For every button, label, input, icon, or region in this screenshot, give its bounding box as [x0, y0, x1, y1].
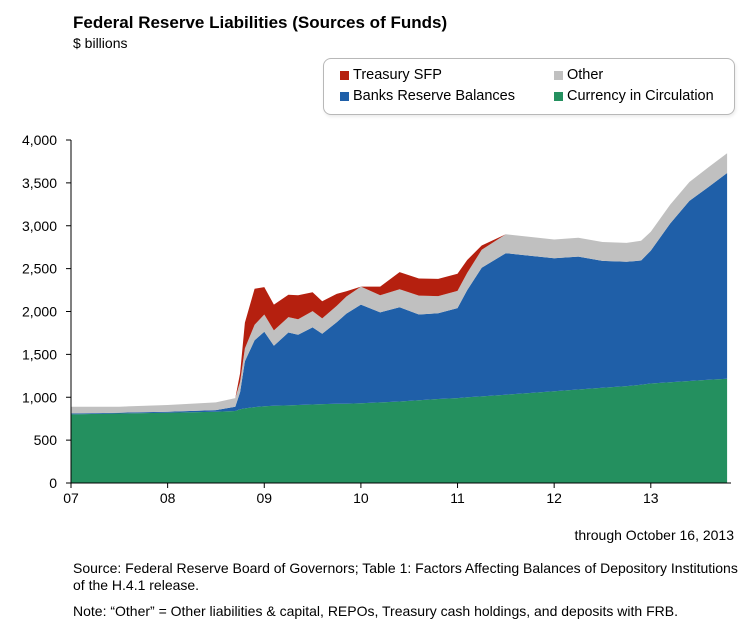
legend-label-banks-reserve: Banks Reserve Balances — [353, 88, 515, 104]
area-currency-in-circulation — [71, 378, 728, 483]
chart-title: Federal Reserve Liabilities (Sources of … — [73, 13, 448, 32]
y-tick-label: 1,500 — [22, 346, 57, 362]
x-tick-label: 09 — [256, 490, 272, 506]
legend-item-banks-reserve: Banks Reserve Balances — [340, 88, 515, 104]
legend-label-currency: Currency in Circulation — [567, 88, 714, 104]
y-tick-label: 2,500 — [22, 261, 57, 277]
legend-label-other: Other — [567, 67, 604, 83]
x-tick-label: 13 — [643, 490, 659, 506]
y-tick-label: 3,500 — [22, 175, 57, 191]
y-tick-label: 1,000 — [22, 389, 57, 405]
chart-subtitle: $ billions — [73, 35, 128, 51]
y-tick-label: 0 — [49, 475, 57, 491]
legend-item-treasury-sfp: Treasury SFP — [340, 67, 442, 83]
through-date-note: through October 16, 2013 — [574, 527, 734, 543]
y-tick-label: 3,000 — [22, 218, 57, 234]
y-tick-label: 500 — [34, 432, 58, 448]
legend-item-other: Other — [554, 67, 603, 83]
area-banks-reserve-balances — [71, 173, 728, 415]
footnote: Note: “Other” = Other liabilities & capi… — [73, 603, 678, 619]
x-tick-label: 11 — [450, 490, 465, 506]
x-tick-label: 12 — [546, 490, 562, 506]
x-tick-label: 07 — [63, 490, 79, 506]
legend-swatch-treasury-sfp — [340, 70, 349, 80]
legend-swatch-currency — [554, 91, 563, 101]
legend-item-currency: Currency in Circulation — [554, 88, 714, 104]
x-tick-label: 08 — [160, 490, 176, 506]
y-tick-label: 2,000 — [22, 304, 57, 320]
source-note: Source: Federal Reserve Board of Governo… — [73, 560, 738, 593]
legend-label-treasury-sfp: Treasury SFP — [353, 67, 442, 83]
area-treasury-sfp — [71, 153, 728, 407]
legend-swatch-other — [554, 70, 563, 80]
legend-swatch-banks-reserve — [340, 91, 349, 101]
x-tick-label: 10 — [353, 490, 369, 506]
legend: Treasury SFP Other Banks Reserve Balance… — [323, 58, 735, 115]
y-tick-label: 4,000 — [22, 132, 57, 148]
